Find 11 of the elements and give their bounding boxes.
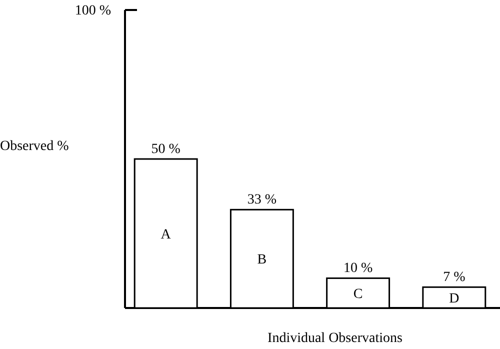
data-label: 50 % [151,142,181,157]
y-axis-title: Observed % [0,139,70,154]
data-label: 10 % [343,261,373,276]
x-tick-label: A [160,227,172,242]
data-label: 7 % [443,270,466,286]
x-tick-label: B [257,252,267,268]
data-label: 33 % [247,192,277,208]
y-tick-label: 100 % [74,3,112,18]
x-tick-label: C [353,287,363,302]
x-tick-label: D [449,291,460,306]
x-axis-title: Individual Observations [268,331,402,346]
